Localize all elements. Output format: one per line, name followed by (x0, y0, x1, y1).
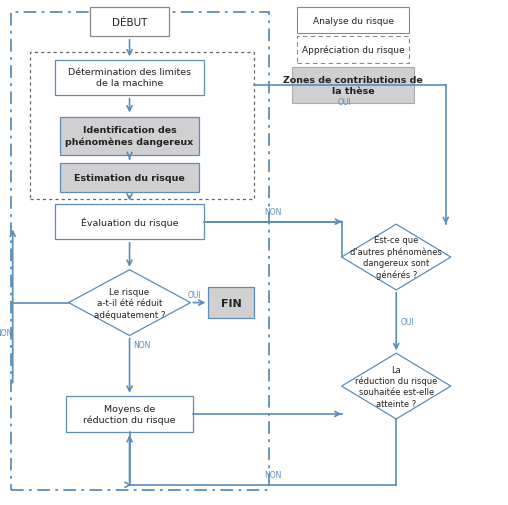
Text: NON: NON (264, 470, 282, 479)
Polygon shape (69, 270, 190, 336)
Text: FIN: FIN (221, 298, 241, 308)
Text: Estimation du risque: Estimation du risque (74, 174, 185, 183)
Text: La
réduction du risque
souhaitée est-elle
atteinte ?: La réduction du risque souhaitée est-ell… (355, 365, 437, 408)
Polygon shape (341, 354, 451, 419)
Text: Le risque
a-t-il été réduit
adéquatement ?: Le risque a-t-il été réduit adéquatement… (94, 287, 165, 319)
FancyBboxPatch shape (297, 37, 409, 64)
Text: Appréciation du risque: Appréciation du risque (302, 46, 404, 55)
Text: Moyens de
réduction du risque: Moyens de réduction du risque (83, 403, 176, 425)
Text: Est-ce que
d'autres phénomènes
dangereux sont
générés ?: Est-ce que d'autres phénomènes dangereux… (351, 236, 442, 279)
FancyBboxPatch shape (297, 8, 409, 34)
FancyBboxPatch shape (66, 396, 193, 432)
Text: NON: NON (134, 340, 151, 349)
Text: Détermination des limites
de la machine: Détermination des limites de la machine (68, 68, 191, 88)
FancyBboxPatch shape (60, 164, 199, 193)
FancyBboxPatch shape (55, 61, 204, 95)
FancyBboxPatch shape (208, 288, 254, 318)
FancyBboxPatch shape (60, 117, 199, 156)
Text: Analyse du risque: Analyse du risque (312, 17, 394, 26)
Text: Identification des
phénomènes dangereux: Identification des phénomènes dangereux (66, 126, 194, 147)
FancyBboxPatch shape (55, 205, 204, 239)
Text: OUI: OUI (187, 290, 201, 299)
Text: Évaluation du risque: Évaluation du risque (81, 217, 178, 227)
Text: OUI: OUI (401, 318, 414, 326)
Text: NON: NON (264, 208, 282, 217)
Polygon shape (341, 225, 451, 290)
Text: Zones de contributions de
la thèse: Zones de contributions de la thèse (283, 76, 423, 96)
Text: NON: NON (0, 329, 12, 338)
FancyBboxPatch shape (292, 68, 414, 104)
FancyBboxPatch shape (90, 8, 169, 37)
Text: OUI: OUI (338, 97, 352, 107)
Text: DÉBUT: DÉBUT (112, 18, 147, 28)
